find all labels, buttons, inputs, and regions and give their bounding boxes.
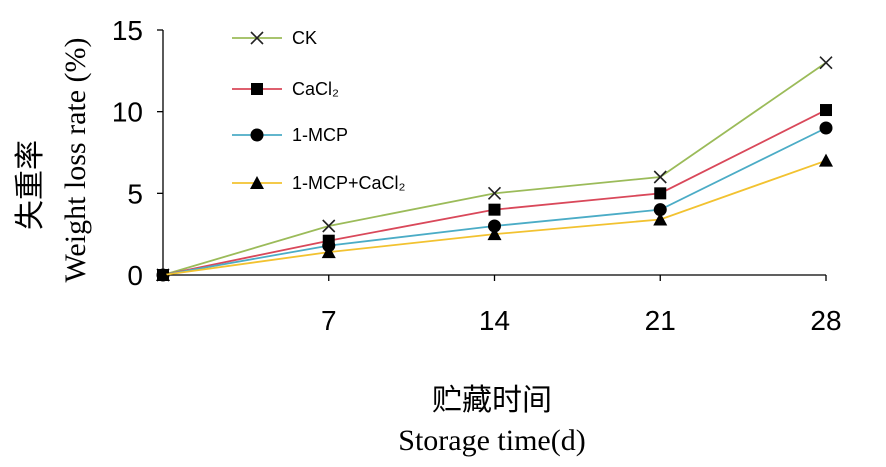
x-axis-label: Storage time(d) (398, 424, 585, 457)
x-tick-label: 7 (321, 305, 337, 336)
legend-item: 1-MCP (232, 125, 348, 145)
x-axis-label-chinese: 贮藏时间 (432, 384, 552, 417)
data-point-triangle-marker (819, 153, 833, 167)
data-point-circle-marker (819, 121, 833, 135)
data-point-triangle-marker (487, 227, 502, 241)
data-point-x-marker (487, 186, 502, 200)
x-tick-label: 21 (645, 305, 676, 336)
axes: 0 5 10 15 7 14 21 28 (112, 15, 842, 336)
legend-label: CK (292, 28, 317, 48)
data-point-circle-marker (488, 219, 501, 233)
data-point-x-marker (653, 170, 667, 184)
y-tick-label: 15 (112, 15, 143, 46)
y-tick-label: 10 (112, 97, 143, 128)
series-circle (156, 121, 833, 282)
data-point-triangle-marker (156, 268, 170, 281)
series-layer (156, 56, 833, 282)
data-point-circle-marker (250, 128, 264, 142)
legend-item: 1-MCP+CaCl₂ (232, 173, 406, 193)
data-point-square-marker (251, 83, 263, 95)
y-axis-label-chinese: 失重率 (14, 140, 47, 230)
series-line (162, 127, 827, 276)
data-point-triangle-marker (321, 245, 336, 259)
data-point-triangle-marker (653, 212, 668, 226)
y-axis-label: Weight loss rate (%) (59, 37, 92, 282)
y-tick-label: 0 (127, 260, 143, 291)
data-point-x-marker (819, 56, 833, 70)
legend-label: 1-MCP (292, 125, 348, 145)
legend-item: CaCl₂ (232, 79, 339, 99)
legend: CK CaCl₂ 1-MCP 1-MCP+CaCl₂ (232, 28, 406, 193)
x-tick-label: 14 (479, 305, 510, 336)
data-point-x-marker (250, 31, 264, 45)
data-point-circle-marker (653, 203, 667, 217)
legend-label: 1-MCP+CaCl₂ (292, 173, 406, 193)
series-triangle (156, 153, 833, 281)
y-tick-label: 5 (127, 178, 143, 209)
x-tick-label: 28 (810, 305, 841, 336)
data-point-x-marker (322, 219, 336, 233)
legend-label: CaCl₂ (292, 79, 339, 99)
data-point-square-marker (654, 187, 667, 200)
data-point-square-marker (488, 203, 501, 216)
data-point-triangle-marker (250, 176, 264, 189)
data-point-square-marker (820, 104, 832, 117)
legend-item: CK (232, 28, 317, 48)
